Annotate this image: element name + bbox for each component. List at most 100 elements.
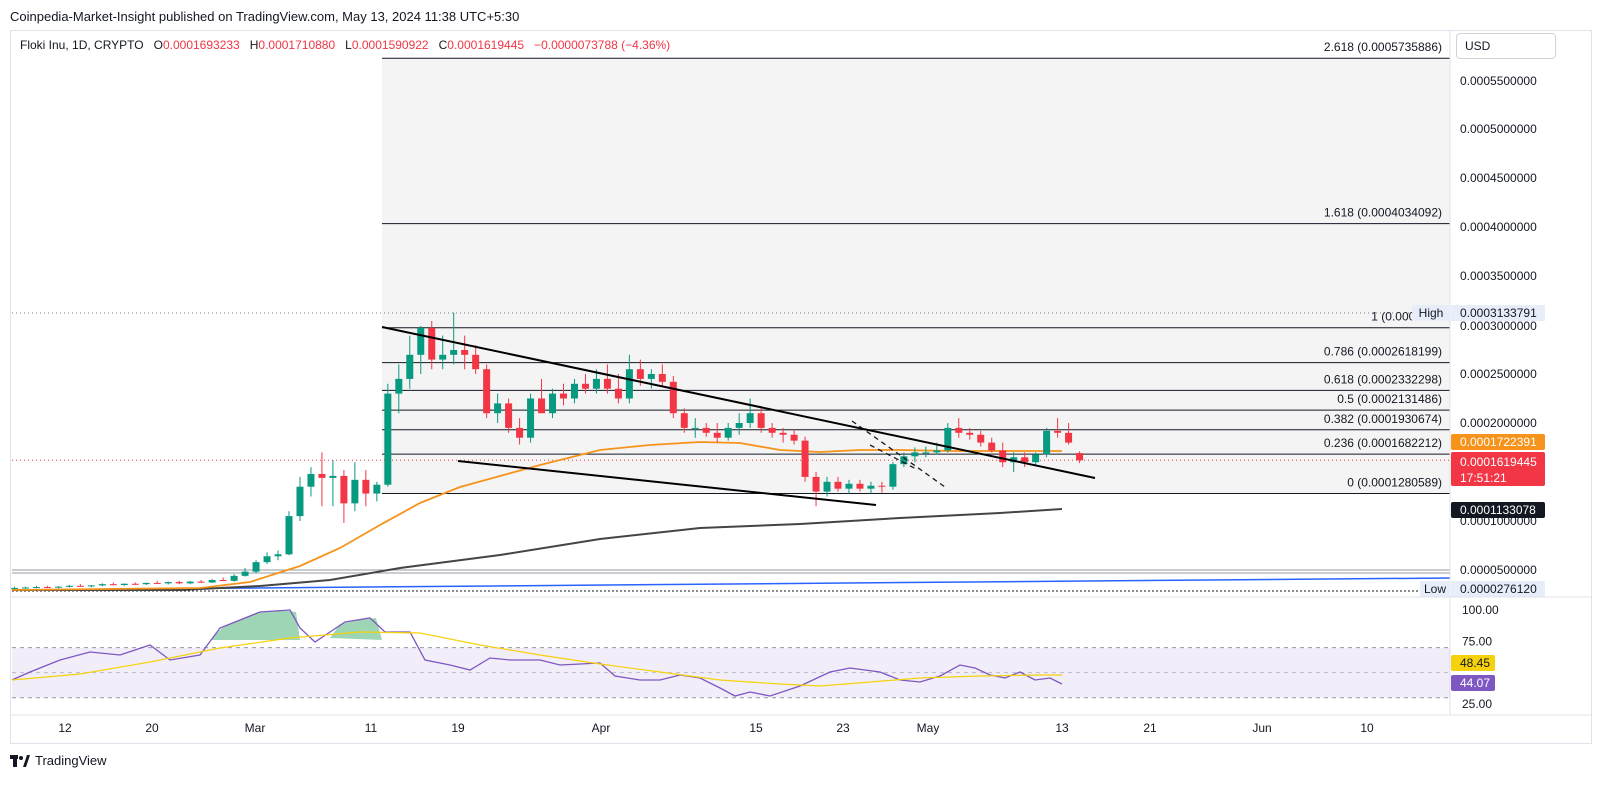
candle-body: [285, 516, 293, 555]
candle-body: [131, 583, 139, 585]
candle-body: [461, 350, 469, 355]
candle-body: [164, 582, 172, 584]
candle-body: [373, 484, 381, 494]
rsi-band-fill: [12, 647, 1450, 698]
candle-body: [911, 452, 919, 457]
candle-body: [11, 587, 18, 589]
candle-body: [856, 483, 864, 489]
candle-body: [801, 440, 809, 477]
candle-body: [329, 475, 337, 478]
candle-body: [768, 427, 776, 433]
candle-body: [603, 378, 611, 389]
candle-body: [922, 452, 930, 454]
price-tick-label: 0.0003000000: [1460, 319, 1537, 333]
rsi-tick-label: 75.00: [1462, 634, 1492, 648]
fib-level-label: 0.786 (0.0002618199): [1324, 345, 1442, 359]
high-label: H: [249, 38, 259, 52]
candle-body: [812, 476, 820, 492]
candle-body: [494, 403, 502, 414]
low-value-badge: 0.0000276120: [1460, 582, 1537, 596]
currency-selector[interactable]: USD: [1456, 33, 1556, 59]
candle-body: [724, 427, 732, 438]
candle-body: [142, 582, 150, 585]
candle-body: [450, 350, 458, 355]
candle-body: [680, 413, 688, 428]
candle-body: [318, 473, 326, 478]
candle-body: [439, 354, 447, 360]
fib-level-label: 0 (0.0001280589): [1347, 476, 1442, 490]
close-badge-bg: [1451, 452, 1545, 486]
low-label: L: [345, 38, 352, 52]
candle-body: [54, 586, 62, 588]
candle-body: [581, 383, 589, 389]
rsi-ma-badge: 48.45: [1460, 656, 1490, 670]
candle-body: [592, 378, 600, 389]
time-tick-label: Mar: [245, 721, 266, 735]
symbol-label[interactable]: Floki Inu, 1D, CRYPTO: [20, 38, 144, 52]
price-tick-label: 0.0005500000: [1460, 74, 1537, 88]
time-tick-label: 11: [365, 721, 378, 735]
candle-body: [32, 587, 40, 589]
candle-body: [76, 585, 84, 587]
candle-body: [186, 581, 194, 584]
candle-body: [735, 423, 743, 428]
candle-body: [87, 585, 95, 587]
low-value-badge-bg: [1451, 581, 1545, 597]
ema50-badge: 0.0001722391: [1460, 435, 1537, 449]
fib-level-label: 0.618 (0.0002332298): [1324, 372, 1442, 386]
candle-body: [988, 442, 996, 451]
candle-body: [647, 374, 655, 379]
candle-body: [713, 432, 721, 438]
low-badge-label: Low: [1424, 582, 1446, 596]
rsi-tick-label: 25.00: [1462, 697, 1492, 711]
open-value: 0.0001693233: [162, 38, 240, 52]
rsi-badge: 44.07: [1460, 676, 1490, 690]
candle-body: [274, 554, 282, 557]
candle-body: [296, 486, 304, 517]
candle-body: [406, 354, 414, 379]
ohlc-legend: Floki Inu, 1D, CRYPTO O0.0001693233 H0.0…: [20, 38, 670, 52]
candle-body: [120, 583, 128, 585]
time-tick-label: May: [917, 721, 940, 735]
candle-body: [98, 584, 106, 586]
rsi-ma-badge-bg: [1451, 655, 1495, 671]
candle-body: [889, 464, 897, 487]
fib-zone-background: [382, 58, 1450, 494]
rsi-ma-line: [11, 631, 1062, 687]
footer-brand[interactable]: TradingView: [10, 753, 107, 768]
candle-body: [362, 479, 370, 494]
chart-frame: [10, 30, 1592, 744]
candle-body: [669, 381, 677, 414]
candle-body: [505, 403, 513, 428]
candle-body: [1076, 453, 1084, 461]
candle-body: [691, 427, 699, 429]
fib-level-label: 0.5 (0.0002131486): [1337, 392, 1442, 406]
candle-body: [966, 432, 974, 435]
candle-body: [538, 398, 546, 414]
candle-body: [614, 388, 622, 399]
close-value: 0.0001619445: [447, 38, 525, 52]
time-tick-label: 21: [1143, 721, 1157, 735]
candle-body: [878, 485, 886, 487]
ema200-badge: 0.0001133078: [1460, 503, 1536, 517]
time-tick-label: 20: [145, 721, 159, 735]
candle-body: [1054, 430, 1062, 433]
candle-body: [384, 393, 392, 485]
candle-body: [1065, 432, 1073, 443]
time-tick-label: 23: [836, 721, 850, 735]
high-value-badge-bg: [1451, 305, 1545, 321]
time-tick-label: 12: [58, 721, 72, 735]
price-tick-label: 0.0003500000: [1460, 269, 1537, 283]
candle-body: [933, 450, 941, 453]
candle-body: [625, 369, 633, 399]
candle-body: [65, 585, 73, 587]
close-badge: 0.0001619445: [1460, 455, 1537, 469]
candle-body: [779, 432, 787, 435]
time-tick-label: 19: [451, 721, 465, 735]
candle-body: [977, 434, 985, 443]
candle-body: [153, 582, 161, 584]
candle-body: [636, 369, 644, 379]
candle-body: [230, 575, 238, 581]
candle-body: [834, 481, 842, 489]
